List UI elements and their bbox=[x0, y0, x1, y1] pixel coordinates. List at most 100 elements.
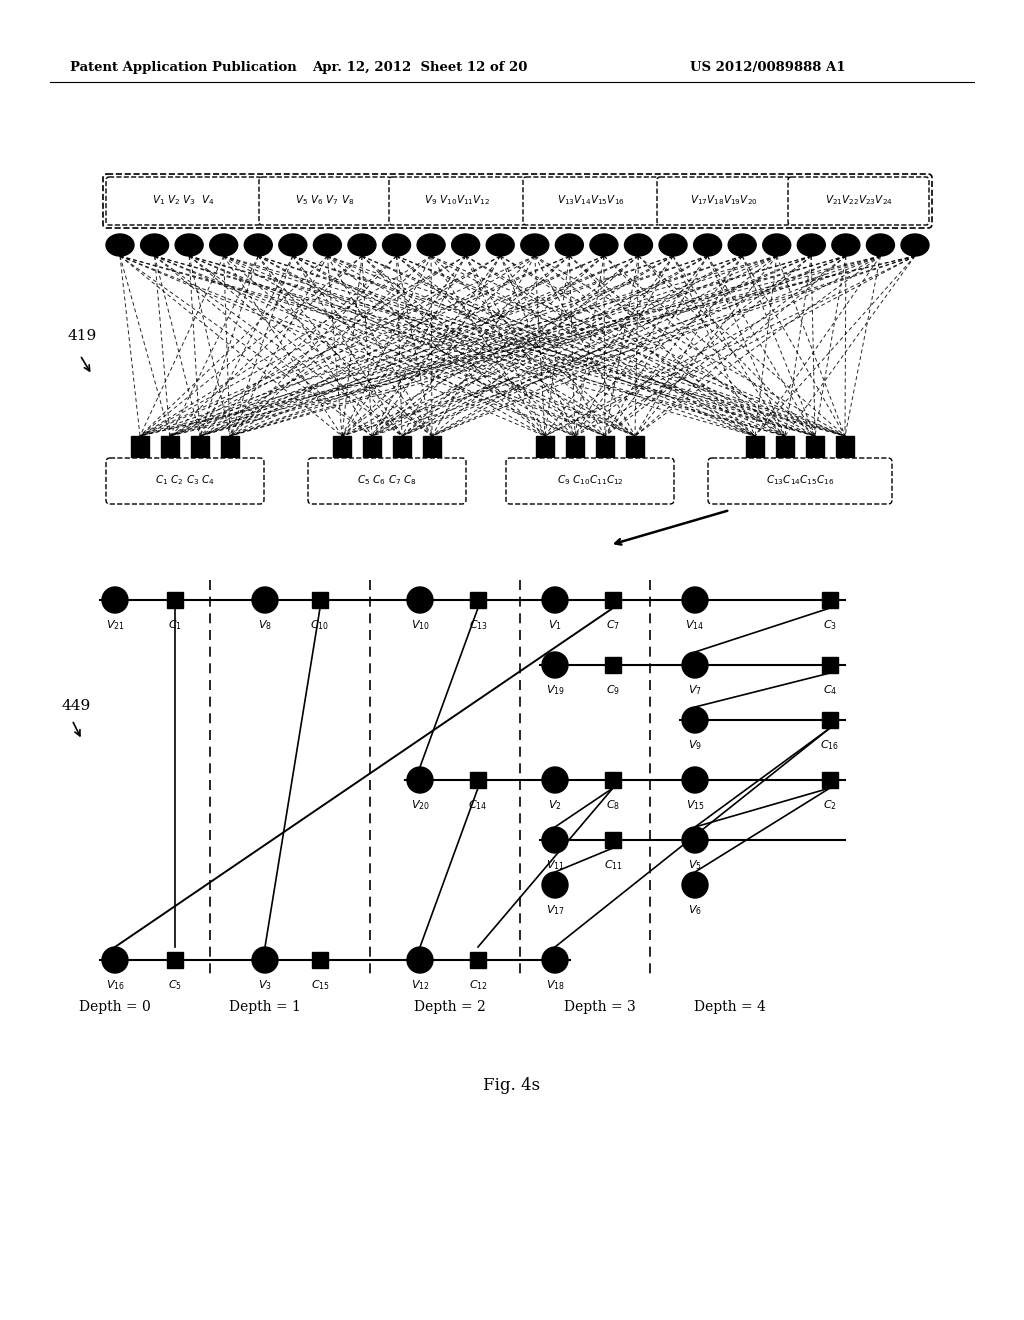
Text: $V_{10}$: $V_{10}$ bbox=[411, 618, 429, 632]
Text: $C_{11}$: $C_{11}$ bbox=[603, 858, 623, 871]
Text: $V_{21}$: $V_{21}$ bbox=[105, 618, 124, 632]
Text: $V_{19}$: $V_{19}$ bbox=[546, 682, 564, 697]
Bar bbox=[470, 952, 486, 968]
Bar bbox=[362, 436, 381, 465]
Ellipse shape bbox=[555, 234, 584, 256]
Bar bbox=[131, 436, 150, 465]
Ellipse shape bbox=[901, 234, 929, 256]
Text: $C_{12}$: $C_{12}$ bbox=[469, 978, 487, 991]
Ellipse shape bbox=[313, 234, 341, 256]
Text: $V_1\ V_2\ V_3\ \ V_4$: $V_1\ V_2\ V_3\ \ V_4$ bbox=[153, 193, 215, 207]
Ellipse shape bbox=[590, 234, 617, 256]
Text: $C_{5}$: $C_{5}$ bbox=[168, 978, 182, 991]
FancyBboxPatch shape bbox=[106, 458, 264, 504]
Text: $V_9\ V_{10}V_{11}V_{12}$: $V_9\ V_{10}V_{11}V_{12}$ bbox=[424, 193, 490, 207]
FancyBboxPatch shape bbox=[523, 177, 659, 224]
Bar bbox=[470, 591, 486, 609]
Circle shape bbox=[542, 587, 568, 612]
Ellipse shape bbox=[486, 234, 514, 256]
Ellipse shape bbox=[348, 234, 376, 256]
Bar bbox=[566, 436, 584, 465]
FancyBboxPatch shape bbox=[103, 174, 932, 228]
Circle shape bbox=[407, 587, 433, 612]
Bar bbox=[626, 436, 644, 465]
Text: Apr. 12, 2012  Sheet 12 of 20: Apr. 12, 2012 Sheet 12 of 20 bbox=[312, 62, 527, 74]
Circle shape bbox=[102, 587, 128, 612]
Bar bbox=[746, 436, 764, 465]
Bar bbox=[605, 772, 621, 788]
Text: Fig. 4s: Fig. 4s bbox=[483, 1077, 541, 1093]
Bar bbox=[191, 436, 209, 465]
Text: Depth = 0: Depth = 0 bbox=[79, 1001, 151, 1014]
Ellipse shape bbox=[659, 234, 687, 256]
Text: $C_{13}$: $C_{13}$ bbox=[469, 618, 487, 632]
Text: $C_{1}$: $C_{1}$ bbox=[168, 618, 182, 632]
Ellipse shape bbox=[798, 234, 825, 256]
Circle shape bbox=[542, 767, 568, 793]
Text: $V_{18}$: $V_{18}$ bbox=[546, 978, 564, 991]
Circle shape bbox=[252, 946, 278, 973]
Circle shape bbox=[542, 652, 568, 678]
Ellipse shape bbox=[763, 234, 791, 256]
Ellipse shape bbox=[140, 234, 169, 256]
Circle shape bbox=[542, 946, 568, 973]
Ellipse shape bbox=[452, 234, 479, 256]
Text: $V_{12}$: $V_{12}$ bbox=[411, 978, 429, 991]
Ellipse shape bbox=[210, 234, 238, 256]
Text: $C_{3}$: $C_{3}$ bbox=[823, 618, 837, 632]
Text: $C_1\ C_2\ C_3\ C_4$: $C_1\ C_2\ C_3\ C_4$ bbox=[155, 473, 215, 487]
Text: $C_{16}$: $C_{16}$ bbox=[820, 738, 840, 752]
Bar bbox=[167, 591, 183, 609]
Text: $C_{2}$: $C_{2}$ bbox=[823, 799, 837, 812]
Bar bbox=[596, 436, 614, 465]
Text: $V_{1}$: $V_{1}$ bbox=[548, 618, 562, 632]
Bar bbox=[221, 436, 239, 465]
Text: $V_{7}$: $V_{7}$ bbox=[688, 682, 701, 697]
Text: $C_{7}$: $C_{7}$ bbox=[606, 618, 620, 632]
Bar bbox=[605, 657, 621, 673]
Text: $V_{6}$: $V_{6}$ bbox=[688, 903, 702, 917]
Circle shape bbox=[682, 767, 708, 793]
Text: $C_9\ C_{10}C_{11}C_{12}$: $C_9\ C_{10}C_{11}C_{12}$ bbox=[557, 473, 624, 487]
Ellipse shape bbox=[693, 234, 722, 256]
Text: $C_{14}$: $C_{14}$ bbox=[468, 799, 487, 812]
Circle shape bbox=[407, 767, 433, 793]
Ellipse shape bbox=[866, 234, 894, 256]
FancyBboxPatch shape bbox=[708, 458, 892, 504]
Text: $C_{13}C_{14}C_{15}C_{16}$: $C_{13}C_{14}C_{15}C_{16}$ bbox=[766, 473, 835, 487]
FancyBboxPatch shape bbox=[788, 177, 929, 224]
Bar bbox=[822, 657, 838, 673]
Text: $V_{11}$: $V_{11}$ bbox=[546, 858, 564, 871]
Ellipse shape bbox=[417, 234, 445, 256]
Text: $V_{2}$: $V_{2}$ bbox=[548, 799, 562, 812]
Bar bbox=[605, 832, 621, 847]
Text: $C_{4}$: $C_{4}$ bbox=[823, 682, 838, 697]
Text: US 2012/0089888 A1: US 2012/0089888 A1 bbox=[690, 62, 846, 74]
Text: Patent Application Publication: Patent Application Publication bbox=[70, 62, 297, 74]
Circle shape bbox=[682, 587, 708, 612]
Bar bbox=[822, 711, 838, 729]
Text: $V_{21}V_{22}V_{23}V_{24}$: $V_{21}V_{22}V_{23}V_{24}$ bbox=[824, 193, 892, 207]
FancyBboxPatch shape bbox=[106, 177, 261, 224]
FancyBboxPatch shape bbox=[657, 177, 790, 224]
Bar bbox=[836, 436, 854, 465]
Text: $C_5\ C_6\ C_7\ C_8$: $C_5\ C_6\ C_7\ C_8$ bbox=[357, 473, 417, 487]
Text: 419: 419 bbox=[68, 329, 97, 343]
Bar bbox=[806, 436, 824, 465]
Circle shape bbox=[682, 828, 708, 853]
Text: $C_{8}$: $C_{8}$ bbox=[606, 799, 621, 812]
Bar bbox=[470, 772, 486, 788]
Ellipse shape bbox=[106, 234, 134, 256]
Circle shape bbox=[102, 946, 128, 973]
Text: $C_{10}$: $C_{10}$ bbox=[310, 618, 330, 632]
Bar bbox=[393, 436, 411, 465]
Circle shape bbox=[682, 873, 708, 898]
Text: $C_{15}$: $C_{15}$ bbox=[310, 978, 330, 991]
Bar bbox=[776, 436, 794, 465]
Bar bbox=[536, 436, 554, 465]
Text: $C_{9}$: $C_{9}$ bbox=[606, 682, 621, 697]
Text: $V_5\ V_6\ V_7\ V_8$: $V_5\ V_6\ V_7\ V_8$ bbox=[295, 193, 354, 207]
FancyBboxPatch shape bbox=[389, 177, 525, 224]
Ellipse shape bbox=[279, 234, 307, 256]
Bar bbox=[423, 436, 441, 465]
